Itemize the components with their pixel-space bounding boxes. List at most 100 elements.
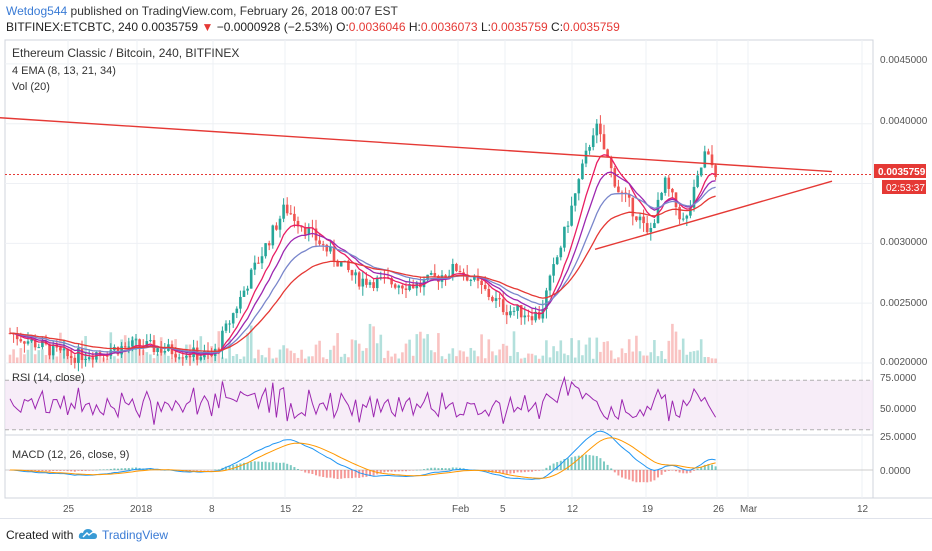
macd-histogram-bar [113, 468, 116, 470]
volume-bar [285, 348, 289, 363]
time-tick: 15 [280, 504, 292, 515]
volume-bar [671, 323, 674, 363]
macd-histogram-bar [703, 464, 706, 470]
volume-bar [606, 341, 609, 363]
volume-bar [566, 355, 570, 363]
macd-histogram-bar [358, 470, 361, 478]
macd-histogram-bar [390, 470, 393, 472]
candle-body [336, 260, 339, 267]
candle-body [120, 346, 123, 355]
volume-bar [487, 339, 491, 363]
macd-histogram-bar [365, 470, 368, 477]
candle-body [699, 167, 703, 176]
author-link[interactable]: Wetdog544 [6, 4, 68, 18]
macd-histogram-bar [588, 455, 591, 470]
candle-body [653, 223, 656, 228]
macd-histogram-bar [347, 470, 350, 479]
volume-bar [559, 340, 563, 363]
volume-bar [66, 355, 69, 363]
candle-body [354, 272, 357, 276]
candle-body [73, 357, 77, 363]
volume-bar [156, 354, 159, 363]
volume-bar [246, 333, 249, 363]
volume-bar [476, 356, 480, 363]
candle-body [617, 186, 620, 193]
volume-bar [552, 346, 555, 363]
candle-body [242, 290, 246, 297]
volume-bar [426, 334, 429, 363]
candle-body [109, 350, 113, 356]
macd-histogram-bar [315, 470, 317, 476]
volume-bar [368, 323, 372, 363]
volume-bar [523, 357, 527, 363]
volume-bar [491, 351, 494, 363]
macd-histogram-bar [52, 470, 55, 472]
macd-histogram-bar [199, 470, 202, 471]
volume-bar [714, 358, 717, 363]
macd-histogram-bar [714, 466, 717, 470]
candle-body [588, 146, 591, 151]
macd-histogram-bar [264, 461, 267, 470]
volume-bar [249, 325, 253, 363]
macd-histogram-bar [131, 467, 134, 470]
candle-body [671, 188, 674, 193]
time-tick: 19 [642, 504, 654, 515]
chart-canvas[interactable]: Ethereum Classic / Bitcoin, 240, BITFINE… [0, 38, 932, 518]
candle-body [523, 315, 527, 318]
legend-vol: Vol (20) [12, 81, 50, 93]
volume-bar [696, 350, 699, 363]
price-pane[interactable] [4, 39, 874, 364]
volume-bar [23, 354, 26, 363]
macd-histogram-bar [304, 470, 307, 473]
macd-histogram-bar [275, 462, 278, 470]
macd-histogram-bar [84, 470, 87, 471]
volume-bar [224, 358, 228, 363]
volume-bar [228, 338, 231, 363]
macd-pane[interactable] [4, 434, 874, 499]
volume-bar [624, 353, 627, 363]
volume-bar [141, 350, 145, 363]
candle-body [264, 243, 267, 257]
candle-body [537, 311, 541, 319]
macd-histogram-bar [77, 470, 80, 471]
candle-body [401, 285, 404, 289]
macd-histogram-bar [271, 461, 274, 470]
volume-bar [293, 353, 296, 363]
tradingview-cloud-icon[interactable] [78, 527, 98, 541]
rsi-indicator [5, 375, 873, 431]
candle-body [332, 246, 336, 261]
tradingview-brand-link[interactable]: TradingView [102, 528, 169, 542]
macd-histogram-bar [520, 470, 523, 473]
volume-bar [329, 349, 332, 363]
macd-histogram-bar [55, 470, 58, 471]
macd-histogram-bar [711, 464, 713, 470]
candle-body [455, 263, 458, 272]
current-price-tag-text: 0.0035759 [878, 167, 926, 178]
high-label: H: [408, 20, 421, 34]
candle-body [246, 288, 249, 291]
candle-body [267, 243, 271, 246]
trendlines[interactable] [0, 117, 833, 251]
macd-histogram-bar [286, 463, 289, 470]
volume-bar [516, 352, 519, 363]
candle-body [149, 340, 152, 342]
countdown-tag-text: 02:53:37 [886, 183, 925, 194]
volume-bar [383, 357, 386, 363]
volume-bar [433, 352, 437, 363]
candle-body [473, 275, 476, 280]
macd-histogram-bar [307, 470, 310, 474]
macd-histogram-bar [95, 469, 98, 471]
rsi-line [9, 375, 717, 425]
candle-body [271, 225, 275, 246]
resistance-trendline [0, 117, 833, 173]
candle-body [77, 348, 80, 363]
candle-body [375, 277, 379, 289]
macd-histogram-bar [585, 454, 587, 470]
candle-body [224, 323, 228, 331]
price-change: −0.0000928 (−2.53%) [216, 20, 333, 34]
macd-histogram-bar [563, 459, 566, 470]
volume-bar [638, 351, 642, 363]
macd-histogram-bar [225, 466, 227, 470]
macd-histogram-bar [513, 470, 515, 474]
macd-histogram-bar [437, 468, 440, 470]
